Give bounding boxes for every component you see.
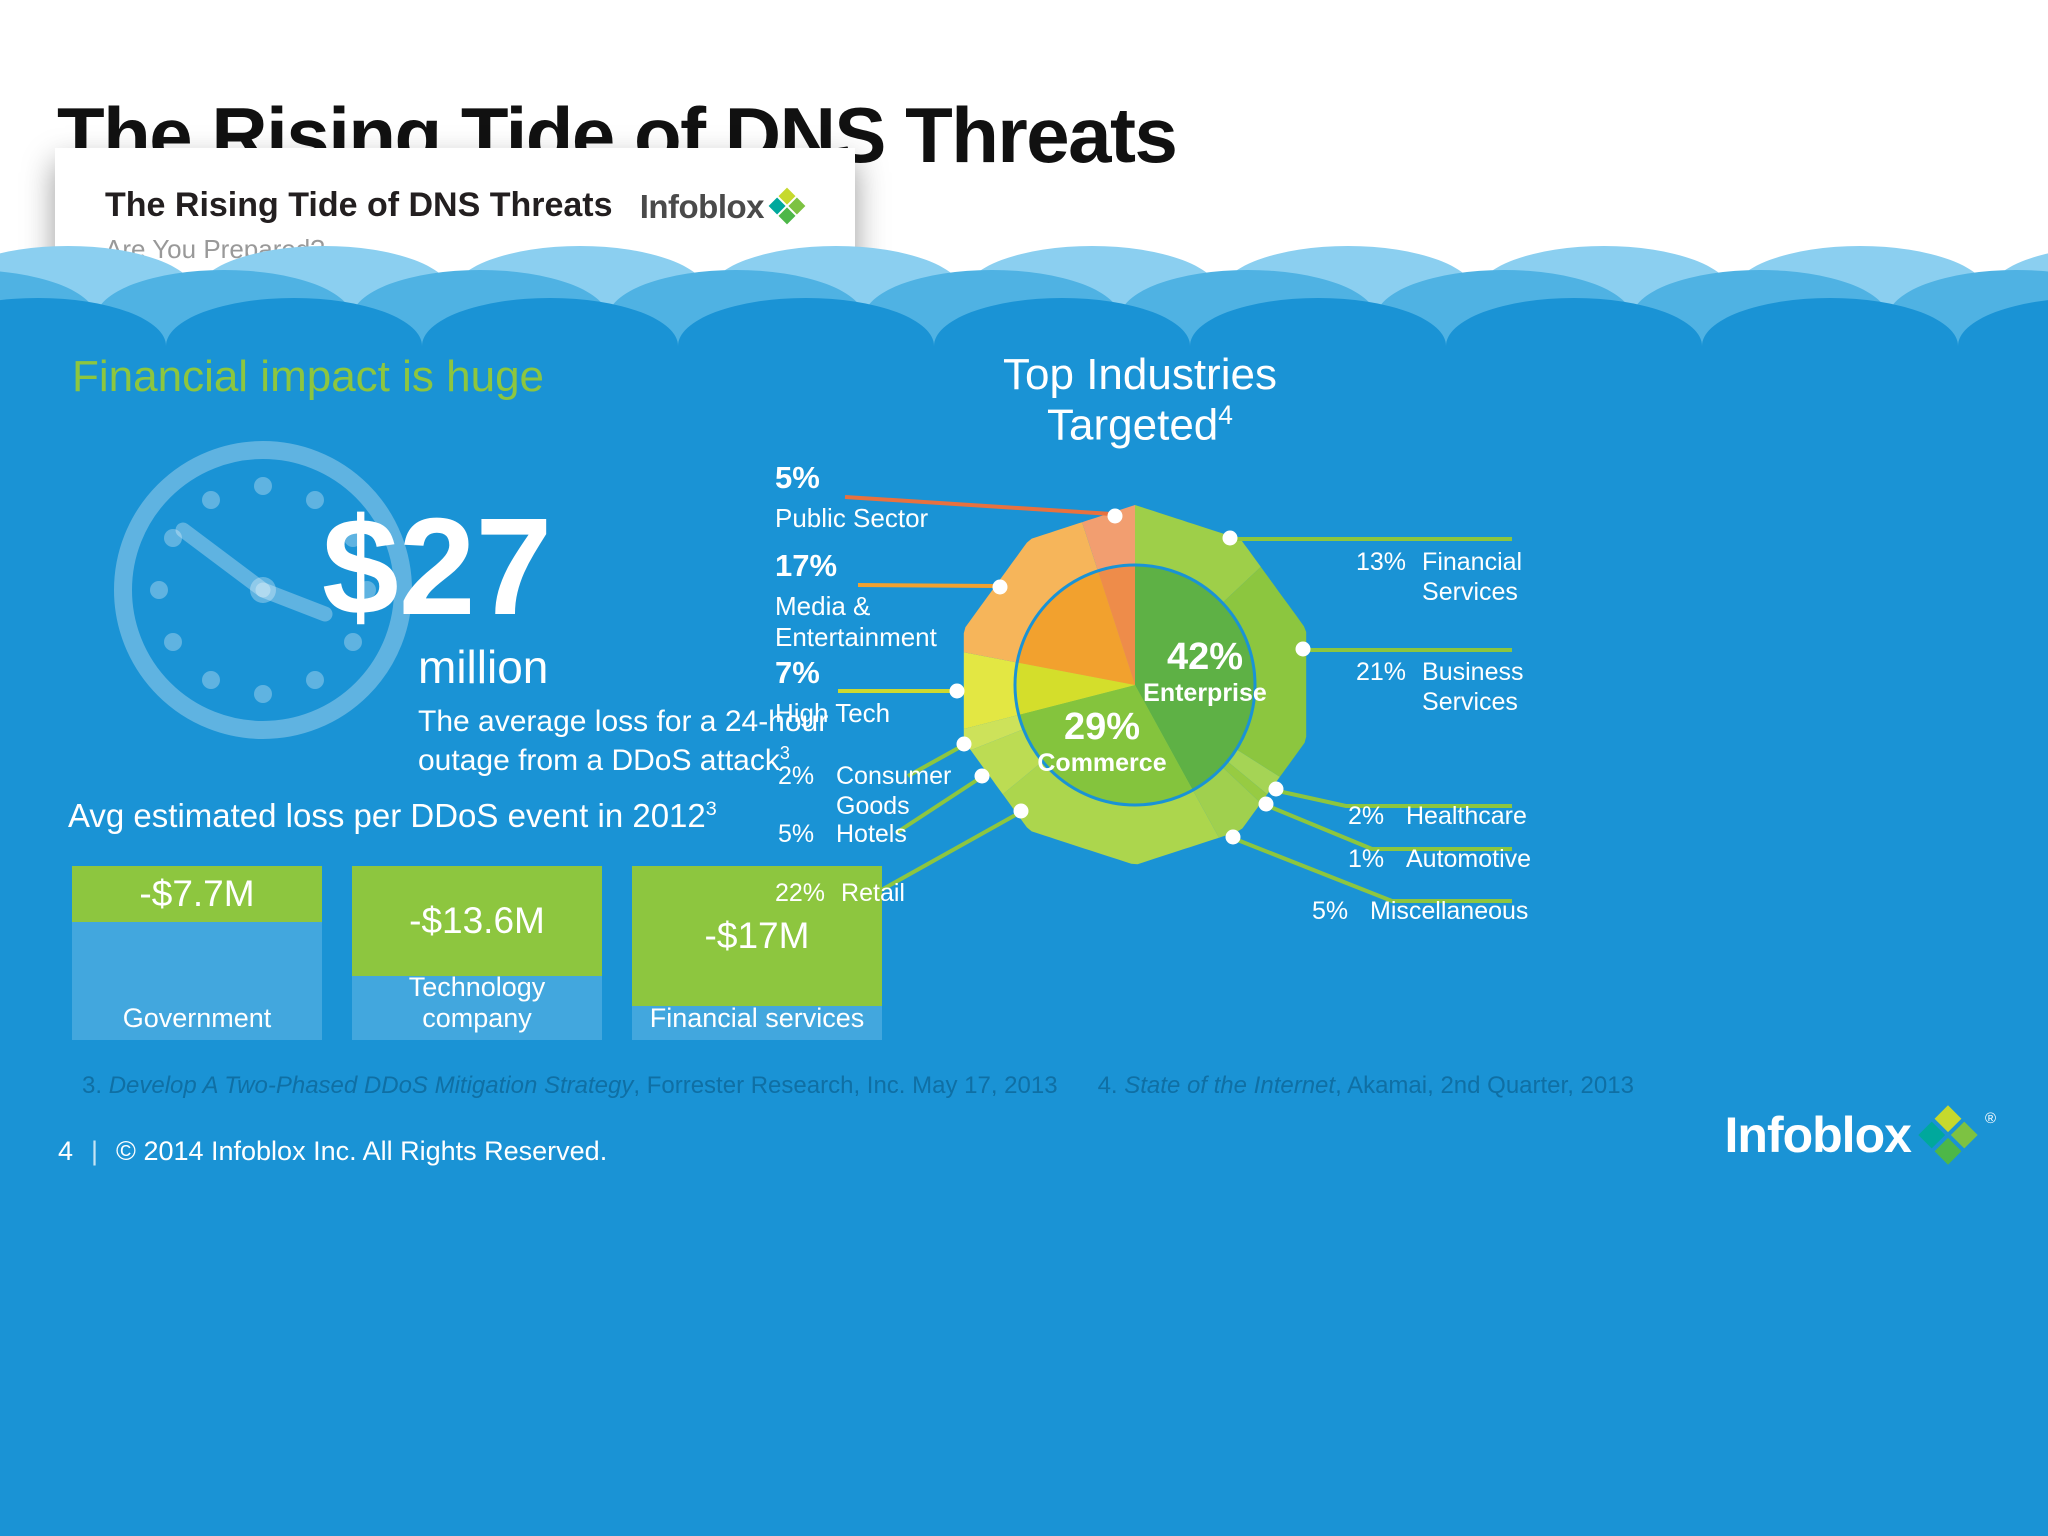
pie-label-business-services: 21% Business Services xyxy=(1356,658,1540,717)
right-section-heading: Top Industries Targeted4 xyxy=(905,350,1375,451)
pie-label-name: High Tech xyxy=(775,698,891,728)
copyright-text: © 2014 Infoblox Inc. All Rights Reserved… xyxy=(116,1136,608,1166)
pie-label-pct: 17% xyxy=(775,548,838,583)
loss-bar-chart: -$7.7M Government -$13.6M Technology com… xyxy=(72,866,882,1040)
registered-mark: ® xyxy=(1984,1110,1996,1127)
bar-chart-footnote-ref: 3 xyxy=(705,798,717,820)
pie-label-pct: 5% xyxy=(1312,897,1349,925)
bar-category: Financial services xyxy=(649,1002,865,1033)
footer-divider: | xyxy=(91,1136,99,1166)
pie-label-consumer-goods: 2% Consumer Goods xyxy=(778,762,951,821)
pie-label-public-sector: 5% Public Sector xyxy=(775,460,928,534)
pie-center-pct: 29% xyxy=(1063,706,1141,748)
right-heading-text: Top Industries Targeted xyxy=(1003,350,1277,450)
big-stat-value: $27 xyxy=(322,490,553,644)
pie-label-pct: 5% xyxy=(775,460,820,495)
stat-desc-text: The average loss for a 24-hour outage fr… xyxy=(418,705,829,777)
left-section-heading: Financial impact is huge xyxy=(72,352,545,401)
infoblox-wordmark: Infoblox xyxy=(639,188,765,225)
footnote-ref3-title: Develop A Two-Phased DDoS Mitigation Str… xyxy=(108,1072,634,1099)
pie-center-pct: 42% xyxy=(1166,636,1244,678)
bar-value: -$7.7M xyxy=(72,866,322,922)
pie-label-media-entertainment: 17% Media & Entertainment xyxy=(775,548,950,652)
bar-value: -$17M xyxy=(632,866,882,1006)
bar-chart-heading: Avg estimated loss per DDoS event in 201… xyxy=(68,797,717,835)
pie-label-pct: 21% xyxy=(1356,658,1407,686)
pie-label-name: Consumer Goods xyxy=(836,762,952,820)
pie-label-financial-services: 13% Financial Services xyxy=(1356,548,1537,607)
pie-label-name: Business Services xyxy=(1422,658,1524,716)
bar-technology-company: -$13.6M Technology company xyxy=(352,866,602,1040)
bar-chart-heading-text: Avg estimated loss per DDoS event in 201… xyxy=(68,797,706,834)
infoblox-diamond-icon xyxy=(1918,1105,1978,1165)
footnote: 3. Develop A Two-Phased DDoS Mitigation … xyxy=(82,1072,1634,1100)
clock-icon xyxy=(114,441,412,739)
bar-category: Government xyxy=(122,1002,272,1033)
pie-label-automotive: 1% Automotive xyxy=(1348,845,1531,875)
pie-center-name: Commerce xyxy=(1037,749,1167,777)
footnote-ref3-label: 3. xyxy=(82,1072,109,1099)
pie-label-name: Public Sector xyxy=(775,503,929,533)
big-stat-description: The average loss for a 24-hour outage fr… xyxy=(418,702,898,780)
industries-pie-chart xyxy=(940,490,1330,885)
pie-label-pct: 2% xyxy=(778,762,815,790)
big-stat-unit: million xyxy=(418,641,549,693)
pie-center-name: Enterprise xyxy=(1143,679,1267,707)
pie-label-pct: 13% xyxy=(1356,548,1407,576)
pie-label-healthcare: 2% Healthcare xyxy=(1348,802,1527,832)
infoblox-wordmark: Infoblox xyxy=(1724,1107,1912,1163)
pie-label-pct: 1% xyxy=(1348,845,1385,873)
right-heading-footnote-ref: 4 xyxy=(1218,400,1233,430)
bar-value: -$13.6M xyxy=(352,866,602,976)
pie-label-name: Financial Services xyxy=(1422,548,1523,606)
stat-footnote-ref: 3 xyxy=(779,743,790,763)
pie-label-name: Miscellaneous xyxy=(1370,897,1529,925)
pie-label-hotels: 5% Hotels xyxy=(778,820,907,850)
pie-label-name: Healthcare xyxy=(1406,802,1527,830)
pie-label-name: Automotive xyxy=(1406,845,1532,873)
bar-category: Technology company xyxy=(408,971,546,1033)
pie-label-name: Hotels xyxy=(836,820,907,848)
pie-label-miscellaneous: 5% Miscellaneous xyxy=(1312,897,1528,927)
pie-label-pct: 22% xyxy=(775,879,826,907)
pie-center-label-commerce: 29% Commerce xyxy=(1022,706,1182,778)
pie-label-pct: 2% xyxy=(1348,802,1385,830)
whitepaper-logo: Infoblox xyxy=(639,187,806,226)
wave-graphic xyxy=(0,246,2048,432)
bar-government: -$7.7M Government xyxy=(72,866,322,1040)
page-number: 4 xyxy=(58,1136,74,1166)
bar-financial-services: -$17M Financial services xyxy=(632,866,882,1040)
footnote-ref4-label: 4. xyxy=(1097,1072,1125,1099)
infoblox-logo: Infoblox ® xyxy=(1724,1105,1996,1165)
footnote-ref3-rest: , Forrester Research, Inc. May 17, 2013 xyxy=(633,1072,1058,1099)
pie-label-name: Media & Entertainment xyxy=(775,591,937,652)
pie-label-retail: 22% Retail xyxy=(775,879,905,909)
pie-label-pct: 5% xyxy=(778,820,815,848)
footnote-ref4-title: State of the Internet xyxy=(1124,1072,1336,1099)
pie-label-high-tech: 7% High Tech xyxy=(775,655,890,729)
footnote-ref4-rest: , Akamai, 2nd Quarter, 2013 xyxy=(1335,1072,1634,1099)
pie-center-label-enterprise: 42% Enterprise xyxy=(1130,636,1280,708)
whitepaper-title: The Rising Tide of DNS Threats xyxy=(105,186,613,224)
pie-label-pct: 7% xyxy=(775,655,820,690)
slide-footer: 4 | © 2014 Infoblox Inc. All Rights Rese… xyxy=(58,1136,607,1167)
pie-label-name: Retail xyxy=(841,879,905,907)
pie-svg xyxy=(963,505,1307,865)
